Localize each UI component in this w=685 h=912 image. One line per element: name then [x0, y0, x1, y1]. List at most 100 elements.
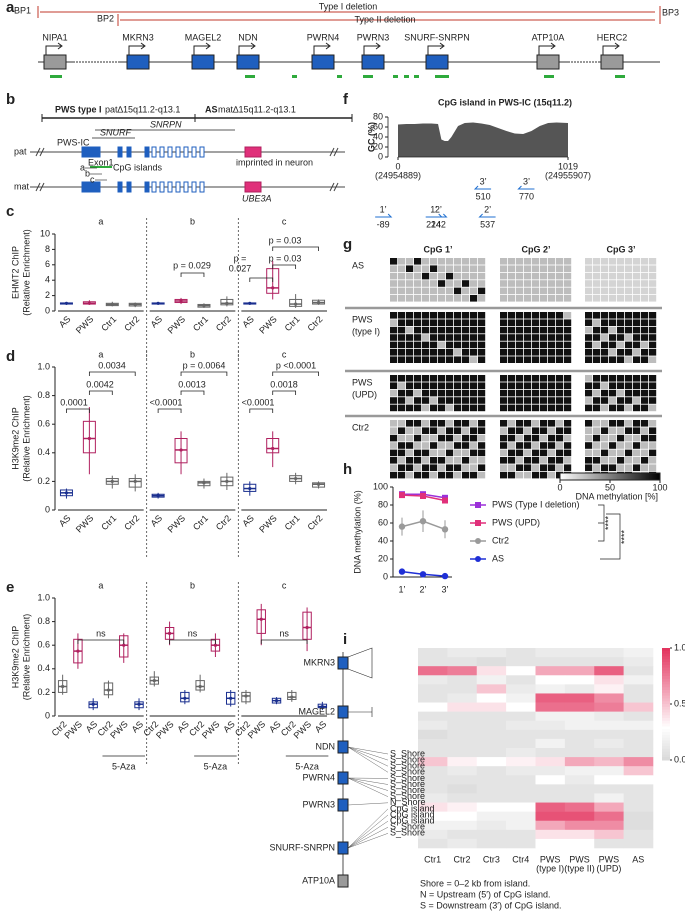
cpg-mark [544, 75, 554, 78]
cpg-cell [641, 420, 649, 427]
bracket [272, 246, 319, 251]
cpg-cell [524, 287, 532, 295]
x-tick-label: Ctr1 [283, 314, 302, 333]
cpg-cell [430, 326, 438, 334]
cpg-cell [532, 375, 540, 382]
cpg-cell [516, 326, 524, 334]
cpg-cell [478, 389, 486, 397]
heat-cell [623, 766, 654, 776]
cpg-cell [625, 341, 633, 349]
cpg-cell [601, 382, 609, 389]
bracket [180, 272, 205, 277]
cpg-cell [516, 449, 524, 457]
whisker-end [248, 301, 252, 305]
heat-cell [594, 657, 624, 667]
heat-cell [535, 793, 566, 803]
cpg-cell [398, 457, 406, 464]
cpg-cell [532, 258, 540, 265]
x-tick-label: Ctr1 [191, 314, 210, 333]
cpg-cell [548, 382, 556, 389]
cpg-cell [500, 341, 508, 349]
box [180, 691, 190, 703]
colorbar-tick: 0.0 [674, 754, 685, 764]
heat-cell [594, 829, 624, 840]
cpg-cell [540, 326, 548, 334]
cpg-cell [649, 326, 657, 334]
heat-cell [476, 820, 507, 831]
annotation: p = 0.029 [173, 260, 211, 270]
panel-label: e [6, 579, 14, 596]
cpg-cell [585, 449, 593, 457]
panel-label: d [6, 348, 15, 365]
cpg-cell [556, 389, 564, 397]
cpg-cell [478, 341, 486, 349]
cpg-cell [422, 265, 430, 272]
annotation: <0.0001 [242, 397, 275, 407]
cpg-cell [478, 312, 486, 319]
whisker-end [213, 643, 218, 647]
y-tick-label: 0.6 [37, 419, 50, 429]
gene-name: PWRN4 [307, 32, 340, 42]
cpg-cell [540, 457, 548, 464]
cpg-cell [414, 375, 422, 382]
significance: **** [603, 516, 613, 531]
gene-arrow [193, 42, 211, 55]
cpg-cell [617, 434, 625, 442]
cpg-cell [470, 312, 478, 319]
row-label: (type I) [352, 326, 380, 336]
heat-cell [418, 775, 448, 785]
cpg-cell [390, 341, 398, 349]
cpg-cell [462, 319, 470, 326]
cpg-cell [500, 272, 508, 280]
cpg-cell [585, 356, 593, 363]
cpg-cell [593, 326, 601, 334]
colorbar-step [662, 706, 670, 711]
x-tick-label: Ctr2 [306, 314, 325, 333]
cpg-cell [601, 449, 609, 457]
cpg-cell [641, 349, 649, 356]
cpg-cell [633, 295, 641, 302]
cpg-cell [633, 356, 641, 363]
cpg-cell [390, 404, 398, 412]
cpg-cell [478, 326, 486, 334]
heat-cell [476, 666, 507, 676]
box [195, 680, 205, 691]
cpg-mark [435, 75, 449, 78]
cpg-cell [649, 356, 657, 363]
cpg-cell [462, 287, 470, 295]
cpg-cell [609, 265, 617, 272]
cpg-cell [414, 427, 422, 434]
cpg-cell [406, 319, 414, 326]
cpg-cell [524, 375, 532, 382]
cpg-cell [454, 442, 462, 449]
cpg-cell [625, 397, 633, 404]
exon [159, 181, 165, 193]
colorbar-step [662, 729, 670, 733]
whisker-end [290, 695, 294, 699]
cpg-cell [470, 356, 478, 363]
cpg-cell [540, 427, 548, 434]
primer-arrow [473, 185, 492, 190]
gene-arrow [427, 42, 445, 55]
cpg-cell [438, 442, 446, 449]
cpg-cell [601, 295, 609, 302]
x-tick-label: AS [57, 314, 73, 330]
cpg-cell [556, 258, 564, 265]
heat-cell [506, 729, 536, 740]
cpg-cell [508, 442, 516, 449]
cpg-cell [524, 404, 532, 412]
cpg-cell [524, 295, 532, 302]
cpg-cell [548, 457, 556, 464]
cpg-cell [430, 464, 438, 471]
cpg-cell [633, 434, 641, 442]
cpg-cell [398, 341, 406, 349]
cpg-cell [649, 434, 657, 442]
gene-name: NIPA1 [42, 32, 67, 42]
cpg-cell [398, 265, 406, 272]
x-tick-label: PWS [246, 719, 268, 741]
cpg-cell [609, 258, 617, 265]
cpg-cell [540, 265, 548, 272]
gene-box [311, 54, 335, 70]
colorbar-step [662, 695, 670, 699]
